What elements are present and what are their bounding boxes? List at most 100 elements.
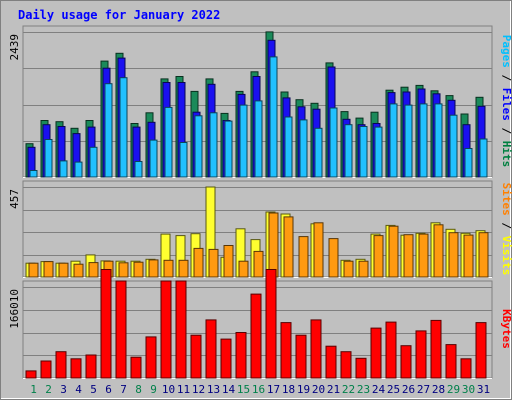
requests-bar-pages-8 [134,161,143,178]
day-label-11: 11 [177,383,190,396]
requests-bar-pages-29 [449,114,458,178]
kbytes-bar-kbytes-26 [400,345,412,379]
kbytes-bar-kbytes-1 [25,370,37,379]
day-label-14: 14 [222,383,236,396]
visits-bar-sites-26 [403,234,414,278]
day-label-6: 6 [105,383,112,396]
kbytes-bar-kbytes-19 [295,334,307,379]
visits-bar-sites-10 [163,259,174,278]
kbytes-bar-kbytes-23 [355,357,367,379]
visits-legend-item: Sites [500,183,512,216]
kbytes-bar-kbytes-4 [70,358,82,379]
kbytes-bar-kbytes-10 [160,280,172,379]
visits-bar-sites-24 [373,235,384,278]
day-label-28: 28 [432,383,445,396]
requests-legend: Pages / Files / Hits [500,35,512,168]
requests-legend-item: / [500,68,512,88]
visits-bar-sites-5 [88,262,99,278]
day-label-27: 27 [417,383,430,396]
kbytes-bar-kbytes-30 [460,358,472,379]
day-label-22: 22 [342,383,355,396]
kbytes-bar-kbytes-11 [175,280,187,379]
visits-bar-sites-4 [73,263,84,278]
visits-bar-sites-18 [283,216,294,278]
kbytes-panel: 166010 KBytes [8,269,512,379]
day-label-30: 30 [462,383,475,396]
requests-bar-pages-13 [209,112,218,178]
requests-bar-pages-28 [434,103,443,178]
requests-bar-pages-23 [359,126,368,178]
visits-bar-sites-25 [388,225,399,278]
requests-bar-pages-5 [89,146,98,178]
requests-legend-item: / [500,121,512,141]
visits-bar-sites-9 [148,259,159,278]
visits-bar-sites-7 [118,262,129,278]
requests-bar-pages-16 [254,100,263,178]
day-label-4: 4 [75,383,82,396]
requests-bar-pages-25 [389,103,398,178]
day-label-19: 19 [297,383,310,396]
day-label-18: 18 [282,383,295,396]
visits-ymax-label: 457 [8,189,21,209]
visits-bar-sites-16 [253,250,264,278]
kbytes-ymax-label: 166010 [8,289,21,329]
kbytes-bar-kbytes-5 [85,354,97,379]
day-label-10: 10 [162,383,175,396]
day-label-13: 13 [207,383,220,396]
day-label-3: 3 [60,383,67,396]
day-label-20: 20 [312,383,325,396]
day-label-24: 24 [372,383,386,396]
kbytes-bar-kbytes-20 [310,319,322,379]
kbytes-bar-kbytes-31 [475,322,487,379]
visits-bar-sites-27 [418,233,429,278]
kbytes-legend-item: KBytes [500,309,512,349]
kbytes-bar-kbytes-9 [145,336,157,379]
kbytes-bar-kbytes-8 [130,356,142,379]
kbytes-bar-kbytes-17 [265,269,277,379]
visits-legend: Sites / Visits [500,183,512,276]
kbytes-bar-kbytes-24 [370,327,382,379]
requests-bar-pages-22 [344,124,353,178]
day-label-25: 25 [387,383,400,396]
day-label-29: 29 [447,383,460,396]
kbytes-bar-kbytes-12 [190,334,202,379]
day-label-7: 7 [120,383,127,396]
kbytes-bar-kbytes-27 [415,330,427,379]
requests-bar-pages-24 [374,126,383,178]
kbytes-bar-kbytes-29 [445,344,457,379]
visits-legend-item: / [500,216,512,236]
day-label-31: 31 [477,383,490,396]
day-label-12: 12 [192,383,205,396]
visits-bar-sites-28 [433,224,444,278]
requests-bar-pages-20 [314,127,323,178]
day-label-2: 2 [45,383,52,396]
requests-bar-pages-7 [119,77,128,178]
kbytes-bar-kbytes-15 [235,332,247,379]
day-label-8: 8 [135,383,142,396]
kbytes-bar-kbytes-2 [40,360,52,379]
requests-legend-item: Hits [500,141,512,168]
visits-bar-sites-8 [133,261,144,278]
requests-bar-pages-9 [149,139,158,178]
visits-bar-sites-15 [238,260,249,278]
visits-bar-sites-13 [208,248,219,278]
requests-bar-pages-6 [104,83,113,178]
kbytes-bar-kbytes-18 [280,322,292,379]
visits-bar-sites-20 [313,222,324,278]
kbytes-bar-kbytes-14 [220,338,232,379]
day-label-16: 16 [252,383,265,396]
day-labels: 1 2 3 4 5 6 7 8 9 10 11 12 13 14 15 16 17 18 19 20 21 22 23 24 2… [30,383,490,396]
visits-bar-sites-1 [28,262,39,278]
visits-bar-sites-3 [58,262,69,278]
requests-bar-pages-10 [164,106,173,178]
requests-bar-pages-11 [179,142,188,178]
day-label-23: 23 [357,383,370,396]
visits-bar-sites-2 [43,261,54,278]
visits-bar-sites-21 [328,238,339,278]
requests-bar-pages-1 [29,170,38,178]
requests-bar-pages-4 [74,161,83,178]
requests-bar-pages-2 [44,139,53,178]
kbytes-bar-kbytes-21 [325,345,337,379]
requests-bar-pages-19 [299,119,308,178]
